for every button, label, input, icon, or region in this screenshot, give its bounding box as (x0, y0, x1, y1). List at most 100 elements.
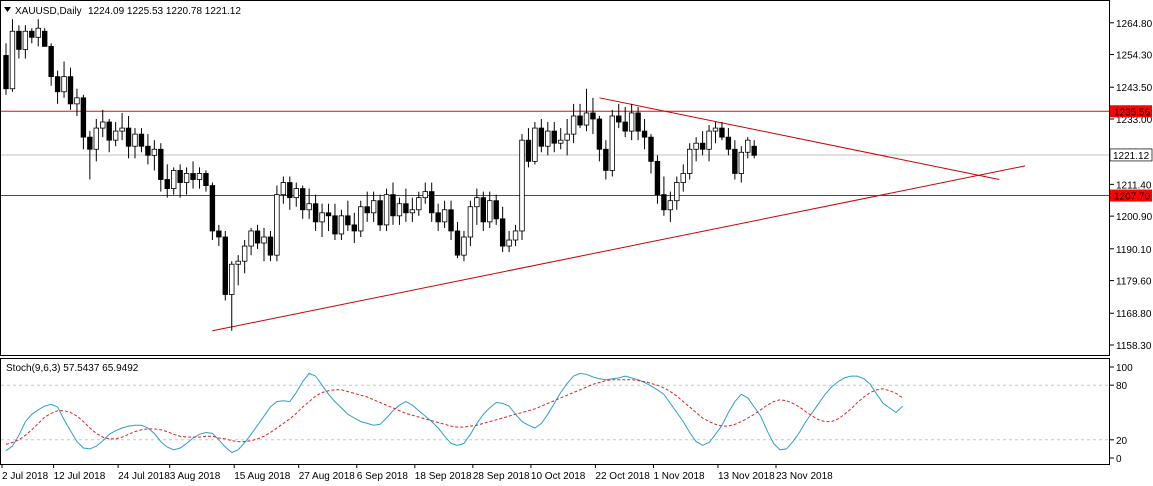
candle (319, 203, 325, 237)
stoch-tick-label: 0 (1116, 454, 1122, 465)
price-tick-label: 1264.80 (1116, 19, 1153, 30)
current-price-tag (1109, 148, 1153, 162)
candle (254, 224, 261, 250)
candle-body-bearish (654, 160, 661, 196)
candle (306, 188, 312, 219)
candle (87, 131, 93, 180)
candle-body-bullish (132, 133, 138, 147)
candle (551, 122, 557, 153)
candle (16, 25, 22, 59)
candle-body-bullish (693, 142, 699, 150)
candle (377, 194, 383, 231)
candle-body-bearish (725, 136, 732, 150)
candle (693, 137, 699, 162)
candle (196, 167, 203, 189)
candle-body-bearish (3, 55, 9, 90)
candle (370, 191, 377, 222)
candle (416, 191, 422, 216)
candle (706, 125, 712, 162)
candle (293, 182, 299, 207)
candle-body-bullish (280, 182, 287, 196)
candle (448, 200, 454, 241)
candle (680, 164, 686, 192)
candle (609, 109, 615, 177)
candle (538, 119, 545, 153)
candle (454, 221, 461, 259)
candle (190, 161, 196, 189)
candle-body-bearish (222, 236, 228, 295)
candle (267, 230, 274, 262)
candle-body-bullish (712, 127, 719, 132)
candle-body-bearish (351, 224, 357, 232)
candle-body-bullish (506, 239, 512, 247)
candle-body-bearish (622, 121, 628, 132)
level-price-tag (1110, 105, 1152, 118)
candle (229, 261, 235, 331)
price-tick-label: 1190.10 (1116, 245, 1152, 256)
candle-body-bearish (403, 203, 409, 214)
candle (428, 182, 435, 222)
candle-body-bullish (706, 130, 712, 150)
stochastic-indicator: 100 80 20 0 (1, 363, 1133, 465)
candle (499, 206, 506, 253)
candle (467, 200, 474, 247)
stoch-tick-label: 100 (1116, 363, 1133, 374)
candles (3, 19, 757, 331)
candle (203, 170, 209, 192)
candle (351, 212, 357, 244)
candle-body-bearish (590, 112, 596, 120)
candle-body-bearish (448, 209, 454, 232)
candle (358, 200, 364, 237)
candle-body-bullish (241, 245, 248, 262)
candle (22, 25, 29, 59)
candle (487, 191, 493, 228)
trendline[interactable] (212, 165, 1026, 332)
candle (216, 224, 222, 247)
candle-body-bearish (435, 212, 441, 223)
candle-body-bearish (603, 148, 609, 171)
candle (596, 115, 603, 162)
candle-body-bearish (138, 133, 145, 147)
candle (603, 140, 609, 180)
candle-body-bullish (61, 76, 67, 93)
candle (616, 103, 622, 129)
candle-body-bearish (80, 97, 87, 138)
date-tick-label: 22 Oct 2018 (595, 471, 650, 482)
price-tick-label: 1211.40 (1116, 180, 1152, 191)
candle-body-bullish (248, 230, 254, 247)
candle-body-bullish (229, 263, 235, 295)
date-tick-label: 10 Oct 2018 (531, 471, 586, 482)
candle-body-bullish (532, 127, 538, 162)
candle (67, 67, 74, 110)
candle-body-bearish (732, 148, 738, 174)
candle (461, 230, 467, 262)
candle-body-bullish (609, 115, 615, 171)
candle (151, 140, 158, 171)
candle-body-bearish (377, 200, 383, 226)
candle (390, 182, 396, 225)
symbol-menu-triangle-icon[interactable] (4, 7, 11, 12)
candle-body-bullish (9, 30, 16, 90)
candle (383, 188, 390, 231)
candle-body-bearish (499, 218, 506, 247)
stoch-tick-label: 20 (1116, 436, 1128, 447)
candle-body-bullish (306, 203, 312, 211)
candle (403, 188, 409, 222)
candle (622, 106, 628, 138)
price-tick-label: 1179.60 (1116, 277, 1152, 288)
candle-body-bearish (54, 76, 61, 93)
candle-body-bearish (538, 127, 545, 147)
candle (183, 167, 190, 195)
candle-body-bullish (383, 194, 390, 226)
candle (325, 203, 332, 231)
candle-body-bearish (42, 30, 48, 47)
trendline[interactable] (599, 97, 1000, 181)
candle-body-bullish (338, 215, 345, 235)
candle (145, 134, 151, 165)
candle (435, 203, 441, 231)
candle-body-bullish (558, 139, 564, 144)
candle-body-bullish (293, 188, 299, 199)
candle (222, 230, 228, 301)
date-tick-label: 12 Jul 2018 (54, 471, 106, 482)
candle-body-bullish (183, 173, 190, 183)
